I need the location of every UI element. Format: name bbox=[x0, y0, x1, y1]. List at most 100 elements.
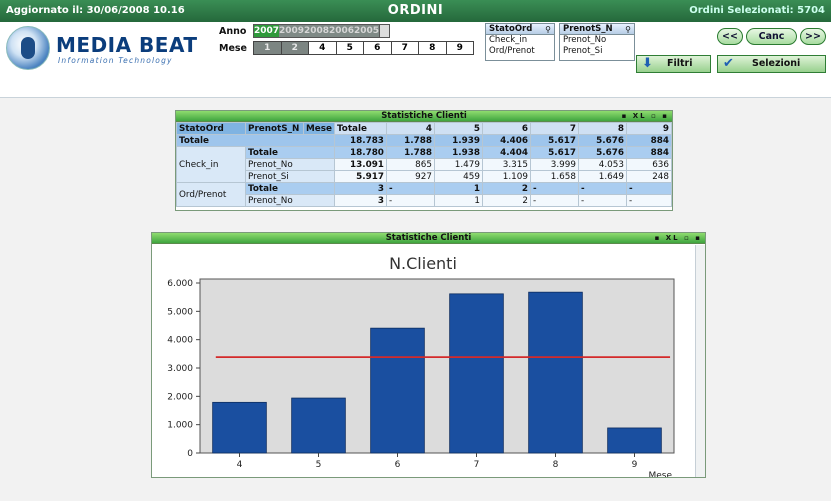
y-tick-label: 4.000 bbox=[167, 336, 193, 346]
x-tick-label: 9 bbox=[632, 460, 638, 470]
filters-button[interactable]: ⬇ Filtri bbox=[636, 55, 711, 73]
table-row: Prenot_No 3-1 2- - - bbox=[177, 194, 673, 207]
caption-icons[interactable]: ▪ XL ▫ ▪ bbox=[621, 112, 669, 120]
checkmark-icon: ✔ bbox=[723, 56, 734, 71]
column-header: Mese bbox=[303, 122, 335, 135]
table-cell: 1 bbox=[433, 194, 483, 207]
month-option[interactable]: 7 bbox=[390, 41, 419, 55]
anno-label: Anno bbox=[219, 26, 247, 37]
bar bbox=[449, 293, 504, 454]
bar bbox=[291, 397, 346, 454]
year-option[interactable]: 2005 bbox=[354, 26, 380, 36]
title-bar: Aggiornato il: 30/06/2008 10.16 ORDINI O… bbox=[0, 0, 831, 22]
month-option[interactable]: 5 bbox=[335, 41, 364, 55]
table-cell: 1.109 bbox=[481, 170, 531, 183]
table-cell: - bbox=[385, 182, 435, 195]
selections-button-label: Selezioni bbox=[752, 58, 801, 69]
year-selector[interactable]: 2007 2009 2008 2006 2005 bbox=[253, 24, 390, 38]
table-cell: 1.658 bbox=[529, 170, 579, 183]
month-option[interactable]: 9 bbox=[445, 41, 474, 55]
stats-table-panel[interactable]: Statistiche Clienti ▪ XL ▫ ▪ StatoOrd Pre… bbox=[175, 110, 673, 211]
table-cell: 5.617 bbox=[529, 146, 579, 159]
table-cell: 884 bbox=[625, 146, 673, 159]
download-arrow-icon: ⬇ bbox=[642, 56, 653, 71]
statoord-listbox[interactable]: StatoOrd ⚲ Check_in Ord/Prenot bbox=[485, 23, 555, 61]
table-cell: 4.406 bbox=[481, 134, 531, 147]
table-cell: 884 bbox=[625, 134, 673, 147]
row-label: Prenot_Si bbox=[245, 170, 335, 183]
column-header: 8 bbox=[577, 122, 627, 135]
x-tick-label: 7 bbox=[474, 460, 480, 470]
table-cell: 1.479 bbox=[433, 158, 483, 171]
next-button[interactable]: >> bbox=[800, 28, 826, 45]
table-cell: - bbox=[385, 194, 435, 207]
month-option[interactable]: 1 bbox=[253, 41, 282, 55]
x-tick-label: 4 bbox=[237, 460, 243, 470]
month-selector[interactable]: 1 2 4 5 6 7 8 9 bbox=[253, 41, 474, 55]
page-title: ORDINI bbox=[387, 3, 444, 18]
table-cell: 2 bbox=[481, 194, 531, 207]
caption-icons[interactable]: ▪ XL ▫ ▪ bbox=[654, 234, 702, 242]
chart-title: N.Clienti bbox=[389, 254, 457, 273]
brand-tagline: Information Technology bbox=[58, 56, 173, 65]
bar-chart: N.Clienti 0 1.000 2.000 3.000 4.000 5.000 6.000… bbox=[167, 254, 675, 477]
table-cell: 1.938 bbox=[433, 146, 483, 159]
selections-button[interactable]: ✔ Selezioni bbox=[717, 55, 826, 73]
table-cell: 2 bbox=[481, 182, 531, 195]
chart-caption-text: Statistiche Clienti bbox=[385, 233, 472, 243]
prenots-title-text: PrenotS_N bbox=[563, 24, 613, 34]
row-label: Prenot_No bbox=[245, 158, 335, 171]
bar bbox=[212, 401, 267, 454]
mese-label: Mese bbox=[219, 43, 247, 54]
listbox-item[interactable]: Check_in bbox=[489, 35, 528, 45]
chart-panel[interactable]: Statistiche Clienti ▪ XL ▫ ▪ N.Clienti 0 1… bbox=[151, 232, 706, 478]
table-cell: - bbox=[577, 182, 627, 195]
column-header: 9 bbox=[625, 122, 673, 135]
y-tick-label: 1.000 bbox=[167, 421, 193, 431]
statoord-listbox-title: StatoOrd ⚲ bbox=[486, 24, 554, 35]
table-cell: 1.939 bbox=[433, 134, 483, 147]
x-axis-label: Mese bbox=[648, 471, 672, 477]
row-group-label: Check_in bbox=[176, 146, 246, 183]
row-group-label: Ord/Prenot bbox=[176, 182, 246, 207]
column-header: PrenotS_N bbox=[245, 122, 304, 135]
month-option[interactable]: 4 bbox=[308, 41, 337, 55]
x-tick-label: 6 bbox=[395, 460, 401, 470]
table-cell: 1 bbox=[433, 182, 483, 195]
month-option[interactable]: 2 bbox=[280, 41, 309, 55]
clear-button[interactable]: Canc bbox=[746, 28, 797, 45]
listbox-item[interactable]: Prenot_No bbox=[563, 35, 607, 45]
listbox-item[interactable]: Ord/Prenot bbox=[489, 46, 535, 56]
table-cell: 4.404 bbox=[481, 146, 531, 159]
row-label: Prenot_No bbox=[245, 194, 335, 207]
table-cell: 1.788 bbox=[385, 146, 435, 159]
year-option[interactable]: 2009 bbox=[279, 26, 305, 36]
table-row: Ord/Prenot Totale 3-1 2- - - bbox=[176, 182, 673, 207]
year-option[interactable]: 2006 bbox=[329, 26, 355, 36]
table-cell: 1.649 bbox=[577, 170, 627, 183]
y-tick-label: 0 bbox=[187, 449, 193, 459]
column-header: 6 bbox=[481, 122, 531, 135]
table-cell: 459 bbox=[433, 170, 483, 183]
row-label: Totale bbox=[245, 146, 335, 159]
search-icon[interactable]: ⚲ bbox=[625, 25, 631, 34]
table-cell: 18.783 bbox=[333, 134, 387, 147]
table-cell: 636 bbox=[625, 158, 673, 171]
plot-area bbox=[199, 278, 675, 454]
month-option[interactable]: 8 bbox=[418, 41, 447, 55]
y-tick-label: 5.000 bbox=[167, 307, 193, 317]
month-option[interactable]: 6 bbox=[363, 41, 392, 55]
table-cell: - bbox=[625, 182, 673, 195]
listbox-item[interactable]: Prenot_Si bbox=[563, 46, 603, 56]
vertical-scrollbar[interactable] bbox=[695, 245, 705, 477]
table-row: Check_in Totale 18.780 1.788 1.938 4.404 5.617… bbox=[176, 146, 673, 183]
table-cell: 3.315 bbox=[481, 158, 531, 171]
year-option[interactable]: 2007 bbox=[254, 25, 280, 37]
table-cell: - bbox=[577, 194, 627, 207]
row-label: Totale bbox=[176, 134, 335, 147]
prenots-listbox[interactable]: PrenotS_N ⚲ Prenot_No Prenot_Si bbox=[559, 23, 635, 61]
year-scroll-button[interactable] bbox=[379, 25, 389, 37]
prev-button[interactable]: << bbox=[717, 28, 743, 45]
search-icon[interactable]: ⚲ bbox=[545, 25, 551, 34]
year-option[interactable]: 2008 bbox=[304, 26, 330, 36]
